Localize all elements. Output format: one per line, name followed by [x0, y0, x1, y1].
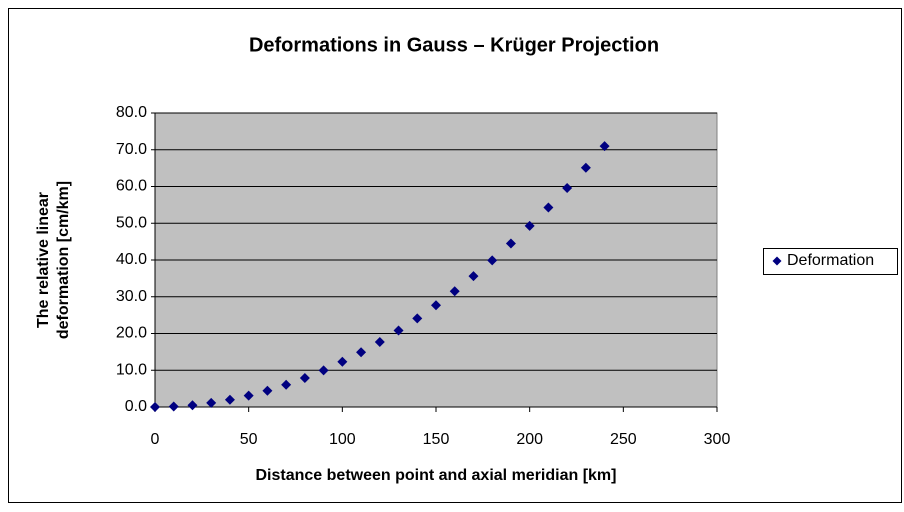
y-tick-label: 50.0: [116, 214, 147, 231]
y-tick-label: 10.0: [116, 361, 147, 378]
legend-box: [763, 248, 898, 275]
point: [431, 300, 441, 311]
y-tick-label: 0.0: [125, 398, 147, 415]
x-tick-label: 300: [704, 431, 731, 448]
point: [487, 255, 498, 266]
point: [318, 365, 329, 376]
point: [243, 390, 254, 401]
point: [299, 373, 310, 384]
x-tick-label: 50: [240, 431, 258, 448]
chart-title: Deformations in Gauss – Krüger Projectio…: [249, 34, 659, 56]
point: [224, 394, 235, 405]
point: [449, 286, 460, 297]
y-tick-label: 40.0: [116, 251, 147, 268]
point: [524, 220, 535, 231]
point: [412, 313, 423, 324]
point: [505, 238, 516, 249]
point: [150, 402, 160, 412]
y-axis-label: deformation [cm/km]: [55, 181, 72, 339]
x-tick-label: 150: [423, 431, 450, 448]
point: [187, 400, 198, 411]
point: [393, 325, 404, 336]
x-tick-label: 100: [329, 431, 356, 448]
y-tick-label: 30.0: [116, 288, 147, 305]
y-tick-label: 70.0: [116, 141, 147, 158]
x-axis-label: Distance between point and axial meridia…: [256, 467, 617, 484]
point: [281, 379, 292, 390]
x-tick-label: 0: [151, 431, 160, 448]
y-tick-label: 60.0: [116, 178, 147, 195]
x-tick-label: 200: [516, 431, 543, 448]
legend-label: Deformation: [787, 252, 874, 269]
point: [599, 141, 610, 152]
point: [337, 356, 348, 367]
point: [168, 401, 179, 412]
x-tick-label: 250: [610, 431, 637, 448]
legend-marker: [772, 256, 782, 266]
point: [543, 202, 554, 213]
y-tick-label: 80.0: [116, 104, 147, 121]
point: [580, 162, 591, 173]
point: [262, 385, 273, 396]
point: [206, 397, 217, 408]
point: [468, 271, 479, 282]
y-tick-label: 20.0: [116, 325, 147, 342]
point: [356, 347, 367, 358]
point: [562, 182, 573, 193]
point: [374, 336, 385, 347]
y-axis-label: The relative linear: [35, 192, 52, 328]
